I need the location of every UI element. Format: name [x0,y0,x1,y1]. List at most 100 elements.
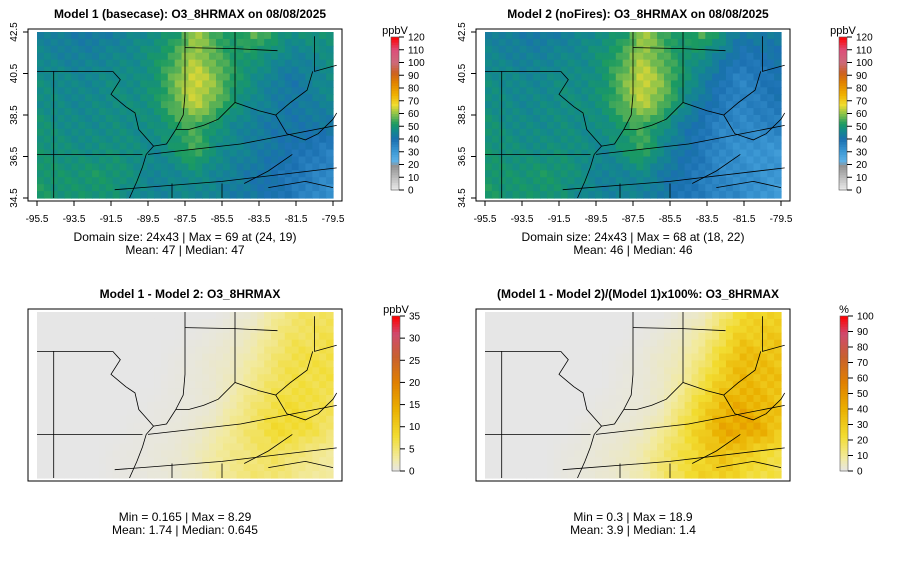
heatmap-cell [174,45,183,54]
heatmap-cell [298,177,307,185]
heatmap-cell [491,408,500,417]
heatmap-cell [92,415,100,424]
heatmap-cell [291,443,300,451]
heatmap-cell [705,367,713,375]
heatmap-cell [112,353,121,362]
heatmap-cell [250,184,258,192]
heatmap-cell [588,464,596,472]
heatmap-cell [319,408,327,417]
heatmap-cell [677,429,686,438]
heatmap-cell [277,388,286,396]
heatmap-cell [250,457,258,465]
heatmap-cell [319,312,327,320]
heatmap-cell [147,332,155,341]
heatmap-cell [326,422,334,431]
heatmap-cell [533,429,541,438]
legend-swatch [840,375,848,379]
heatmap-cell [133,408,141,417]
heatmap-cell [174,367,183,375]
heatmap-cell [526,170,534,178]
heatmap-cell [222,59,231,68]
heatmap-cell [574,312,582,320]
heatmap-cell [712,464,720,472]
heatmap-cell [112,471,121,479]
heatmap-cell [512,443,521,451]
heatmap-cell [739,135,748,144]
heatmap-cell [739,318,748,327]
heatmap-cell [215,52,224,61]
heatmap-cell [209,457,217,465]
heatmap-cell [574,450,582,458]
state-border [314,36,337,72]
heatmap-cell [540,457,548,465]
heatmap-cell [326,170,334,178]
heatmap-cell [753,94,761,102]
heatmap-cell [78,115,86,123]
heatmap-cell [485,73,493,82]
heatmap-cell [326,395,334,403]
legend-swatch [839,154,847,158]
heatmap-cell [595,94,603,102]
heatmap-cell [222,170,231,178]
heatmap-cell [560,156,569,165]
heatmap-cell [92,32,100,40]
heatmap-cell [560,332,569,341]
heatmap-cell [615,436,624,445]
heatmap-cell [595,436,603,445]
heatmap-cell [154,177,162,185]
heatmap-cell [560,142,569,151]
heatmap-cell [154,73,162,82]
heatmap-cell [505,52,514,61]
heatmap-cell [50,170,59,178]
heatmap-cell [595,353,603,362]
heatmap-cell [243,422,251,431]
stats-line-2: Mean: 46 | Median: 46 [573,243,693,257]
legend-swatch [839,167,847,171]
heatmap-cell [298,429,307,438]
heatmap-cell [209,312,217,320]
heatmap-cell [119,464,128,472]
heatmap-cell [64,381,73,389]
heatmap-cell [491,163,500,171]
panel-title: Model 2 (noFires): O3_8HRMAX on 08/08/20… [507,7,769,21]
heatmap-cell [119,443,128,451]
heatmap-cell [312,422,320,431]
heatmap-cell [167,52,176,61]
heatmap-cell [43,381,52,389]
heatmap-cell [319,142,327,151]
heatmap-cell [546,374,555,382]
heatmap-cell [684,388,693,396]
heatmap-cell [615,184,624,192]
heatmap-cell [277,184,286,192]
heatmap-cell [533,87,541,95]
heatmap-cell [553,108,562,116]
heatmap-cell [746,415,755,424]
heatmap-cell [588,38,596,47]
heatmap-cell [236,464,245,472]
heatmap-cell [485,80,493,88]
heatmap-cell [498,318,507,327]
heatmap-cell [505,135,514,144]
heatmap-cell [284,429,293,438]
heatmap-cell [188,339,196,348]
heatmap-cell [312,128,320,137]
heatmap-cell [622,156,631,165]
heatmap-cell [719,429,727,438]
heatmap-cell [677,59,686,68]
heatmap-cell [71,346,79,355]
heatmap-cell [271,325,279,334]
legend-swatch [840,440,848,444]
heatmap-cell [691,184,699,192]
heatmap-cell [712,415,720,424]
heatmap-cell [154,170,162,178]
heatmap-cell [312,59,320,68]
heatmap-cell [284,464,293,472]
heatmap-cell [677,38,686,47]
legend-swatch [391,131,399,135]
heatmap-cell [188,422,196,431]
heatmap-cell [250,73,258,82]
heatmap-cell [636,156,644,165]
state-border [595,125,785,155]
heatmap-cell [636,436,644,445]
heatmap-cell [215,45,224,54]
